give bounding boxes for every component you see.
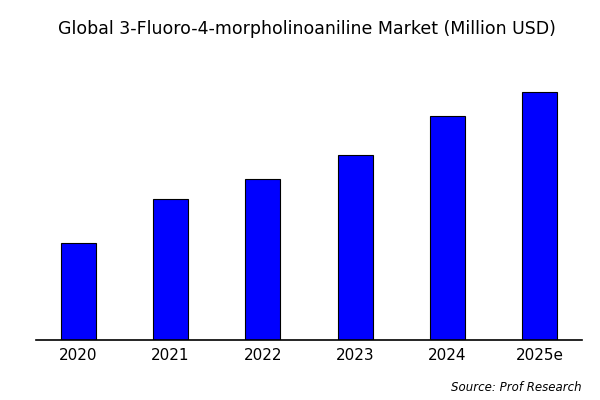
Bar: [153, 199, 188, 340]
Bar: [522, 92, 557, 340]
Bar: [61, 243, 96, 340]
Bar: [430, 116, 465, 340]
Bar: [245, 179, 280, 340]
Text: Source: Prof Research: Source: Prof Research: [451, 381, 582, 394]
Bar: [338, 155, 373, 340]
Text: Global 3-Fluoro-4-morpholinoaniline Market (Million USD): Global 3-Fluoro-4-morpholinoaniline Mark…: [58, 20, 556, 38]
